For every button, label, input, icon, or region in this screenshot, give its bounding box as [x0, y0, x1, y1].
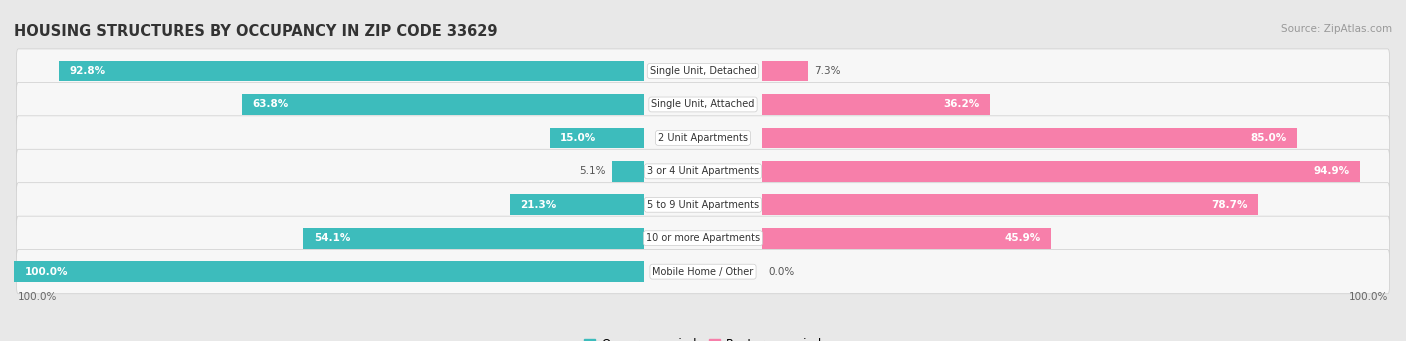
Text: 15.0%: 15.0% [560, 133, 596, 143]
Text: Mobile Home / Other: Mobile Home / Other [652, 267, 754, 277]
Bar [762, 61, 807, 81]
FancyBboxPatch shape [17, 216, 1389, 260]
Bar [304, 228, 644, 249]
Bar [14, 261, 644, 282]
Text: 7.3%: 7.3% [814, 66, 841, 76]
Text: 100.0%: 100.0% [1350, 292, 1389, 302]
Text: 94.9%: 94.9% [1313, 166, 1350, 176]
Bar [762, 128, 1298, 148]
Text: 0.0%: 0.0% [769, 267, 794, 277]
Bar [59, 61, 644, 81]
Bar [612, 161, 644, 182]
Text: 21.3%: 21.3% [520, 200, 557, 210]
FancyBboxPatch shape [17, 116, 1389, 160]
FancyBboxPatch shape [17, 49, 1389, 93]
Text: 2 Unit Apartments: 2 Unit Apartments [658, 133, 748, 143]
Text: 3 or 4 Unit Apartments: 3 or 4 Unit Apartments [647, 166, 759, 176]
FancyBboxPatch shape [17, 250, 1389, 294]
Text: 5 to 9 Unit Apartments: 5 to 9 Unit Apartments [647, 200, 759, 210]
Text: 36.2%: 36.2% [943, 100, 980, 109]
FancyBboxPatch shape [17, 83, 1389, 127]
Text: Source: ZipAtlas.com: Source: ZipAtlas.com [1281, 24, 1392, 34]
Text: 85.0%: 85.0% [1251, 133, 1286, 143]
Legend: Owner-occupied, Renter-occupied: Owner-occupied, Renter-occupied [583, 338, 823, 341]
Text: Single Unit, Attached: Single Unit, Attached [651, 100, 755, 109]
Bar [762, 194, 1258, 215]
Text: Single Unit, Detached: Single Unit, Detached [650, 66, 756, 76]
Text: 78.7%: 78.7% [1211, 200, 1247, 210]
Text: 45.9%: 45.9% [1004, 233, 1040, 243]
Text: 100.0%: 100.0% [17, 292, 56, 302]
Text: 100.0%: 100.0% [24, 267, 67, 277]
Text: 10 or more Apartments: 10 or more Apartments [645, 233, 761, 243]
Bar [242, 94, 644, 115]
Bar [510, 194, 644, 215]
Text: 5.1%: 5.1% [579, 166, 606, 176]
Text: 92.8%: 92.8% [70, 66, 105, 76]
Bar [762, 161, 1360, 182]
Bar [550, 128, 644, 148]
Bar [762, 94, 990, 115]
Text: HOUSING STRUCTURES BY OCCUPANCY IN ZIP CODE 33629: HOUSING STRUCTURES BY OCCUPANCY IN ZIP C… [14, 24, 498, 39]
Bar [762, 228, 1050, 249]
FancyBboxPatch shape [17, 183, 1389, 227]
Text: 63.8%: 63.8% [253, 100, 288, 109]
Text: 54.1%: 54.1% [314, 233, 350, 243]
FancyBboxPatch shape [17, 149, 1389, 193]
